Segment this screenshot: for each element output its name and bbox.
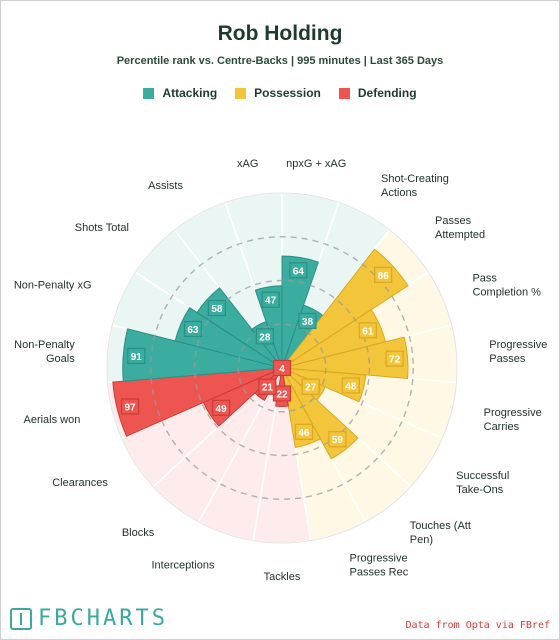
legend-label-defending: Defending bbox=[357, 86, 417, 100]
value-label-passes-attempted: 86 bbox=[378, 271, 390, 282]
category-label-clearances: Clearances bbox=[52, 477, 108, 489]
legend: Attacking Possession Defending bbox=[0, 86, 560, 100]
value-badge-progressive-carries bbox=[341, 377, 360, 394]
legend-label-attacking: Attacking bbox=[162, 86, 218, 100]
value-label-progressive-passes-rec: 46 bbox=[298, 428, 310, 439]
grid-ring-2 bbox=[193, 279, 371, 457]
value-label-progressive-passes: 72 bbox=[389, 355, 401, 366]
value-label-blocks: 21 bbox=[262, 383, 274, 394]
category-label-tackles: Tackles bbox=[264, 571, 301, 583]
category-label-passes-attempted: Passes Attempted bbox=[435, 215, 485, 241]
value-label-clearances: 49 bbox=[216, 404, 228, 415]
bar-non-penalty-goals bbox=[122, 328, 283, 382]
value-label-successful-take-ons: 27 bbox=[305, 383, 317, 394]
legend-label-possession: Possession bbox=[254, 86, 321, 100]
value-label-assists: 28 bbox=[259, 332, 271, 343]
legend-swatch-defending bbox=[338, 87, 350, 99]
legend-item-attacking: Attacking bbox=[143, 86, 217, 100]
value-label-shots-total: 58 bbox=[211, 304, 223, 315]
value-label-non-penalty-xg: 63 bbox=[187, 325, 199, 336]
category-label-shots-total: Shots Total bbox=[75, 222, 129, 234]
value-badge-assists bbox=[255, 328, 274, 345]
pitch-icon bbox=[10, 607, 32, 630]
category-label-xag: xAG bbox=[237, 158, 258, 170]
value-label-tackles: 22 bbox=[276, 390, 288, 401]
category-label-non-penalty-goals: Non-Penalty Goals bbox=[14, 339, 75, 365]
grid-ring-1 bbox=[237, 323, 327, 413]
value-label-npxg-xag: 64 bbox=[293, 266, 305, 277]
value-badge-progressive-passes bbox=[385, 350, 404, 367]
value-badge-pass-completion bbox=[358, 322, 377, 339]
legend-swatch-possession bbox=[235, 87, 247, 99]
category-label-blocks: Blocks bbox=[122, 527, 155, 539]
bar-progressive-passes bbox=[281, 336, 409, 379]
category-label-npxg-xag: npxG + xAG bbox=[286, 158, 346, 170]
grid-ring-3 bbox=[150, 236, 414, 500]
value-badge-successful-take-ons bbox=[301, 378, 320, 395]
legend-swatch-attacking bbox=[143, 87, 155, 99]
category-label-interceptions: Interceptions bbox=[151, 560, 214, 572]
legend-item-defending: Defending bbox=[338, 86, 417, 100]
category-label-pass-completion: Pass Completion % bbox=[472, 272, 541, 298]
category-label-shot-creating-actions: Shot-Creating Actions bbox=[381, 173, 449, 199]
value-badge-passes-attempted bbox=[374, 266, 393, 283]
category-label-aerials-won: Aerials won bbox=[24, 414, 81, 426]
category-label-successful-take-ons: Successful Take-Ons bbox=[456, 470, 509, 496]
footer-logo: FBCHARTS bbox=[10, 606, 168, 631]
value-badge-shot-creating-actions bbox=[298, 312, 317, 330]
value-label-aerials-won: 97 bbox=[124, 402, 136, 413]
category-label-assists: Assists bbox=[148, 180, 183, 192]
category-label-progressive-passes-rec: Progressive Passes Rec bbox=[350, 553, 409, 579]
bar-aerials-won bbox=[112, 367, 283, 437]
value-badge-aerials-won bbox=[120, 398, 140, 415]
chart-subtitle: Percentile rank vs. Centre-Backs | 995 m… bbox=[116, 55, 444, 67]
value-label-xag: 47 bbox=[265, 296, 277, 307]
chart-title: Rob Holding bbox=[217, 22, 343, 45]
category-label-touches-att-pen: Touches (Att Pen) bbox=[410, 520, 471, 546]
value-label-shot-creating-actions: 38 bbox=[302, 317, 314, 328]
value-label-progressive-carries: 48 bbox=[345, 381, 357, 392]
value-label-interceptions: 4 bbox=[279, 364, 285, 375]
value-badge-touches-att-pen bbox=[328, 431, 347, 448]
category-label-progressive-passes: Progressive Passes bbox=[489, 339, 547, 365]
value-badge-non-penalty-goals bbox=[127, 347, 146, 365]
value-label-touches-att-pen: 59 bbox=[332, 435, 344, 446]
value-badge-interceptions bbox=[272, 359, 292, 377]
data-source: Data from Opta via FBref bbox=[405, 620, 551, 631]
logo-text: FBCHARTS bbox=[38, 606, 168, 631]
legend-item-possession: Possession bbox=[235, 86, 321, 100]
value-label-pass-completion: 61 bbox=[362, 326, 374, 337]
value-badge-blocks bbox=[258, 378, 277, 395]
value-badge-shots-total bbox=[207, 299, 226, 317]
value-badge-npxg-xag bbox=[289, 262, 308, 279]
category-label-non-penalty-xg: Non-Penalty xG bbox=[14, 279, 92, 291]
value-label-non-penalty-goals: 91 bbox=[131, 352, 143, 363]
category-label-progressive-carries: Progressive Carries bbox=[484, 407, 542, 433]
value-badge-non-penalty-xg bbox=[183, 320, 203, 338]
value-badge-clearances bbox=[212, 399, 231, 416]
value-badge-progressive-passes-rec bbox=[294, 423, 314, 440]
outer-ring bbox=[106, 192, 458, 544]
value-badge-xag bbox=[261, 291, 280, 308]
